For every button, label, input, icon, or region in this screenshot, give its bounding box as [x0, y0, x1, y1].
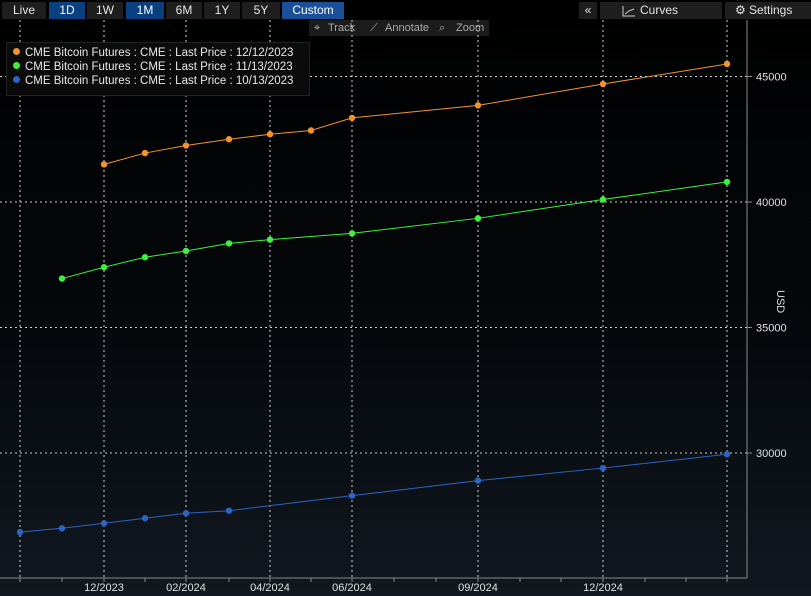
- legend-item-series-1[interactable]: CME Bitcoin Futures : CME : Last Price :…: [13, 47, 293, 59]
- x-tick-label: 04/2024: [250, 582, 290, 594]
- data-point: [599, 80, 607, 88]
- legend-marker: [13, 76, 20, 83]
- series-line-3: [19, 453, 728, 533]
- gear-icon: ⚙: [735, 3, 746, 17]
- data-point: [58, 525, 66, 532]
- zoom-button[interactable]: Zoom: [456, 22, 485, 34]
- range-5y-button[interactable]: 5Y: [242, 2, 280, 19]
- data-point: [723, 451, 731, 458]
- track-button[interactable]: Track: [328, 22, 356, 34]
- data-point: [474, 102, 482, 109]
- data-point: [266, 131, 274, 138]
- data-point: [348, 230, 356, 237]
- range-custom-button[interactable]: Custom: [282, 2, 344, 19]
- data-point: [474, 215, 482, 222]
- y-axis-label: USD: [774, 290, 786, 314]
- legend-marker: [13, 62, 20, 69]
- data-point: [16, 528, 24, 536]
- curves-icon: [622, 6, 635, 17]
- data-point: [723, 60, 731, 68]
- data-point: [266, 236, 274, 243]
- data-point: [100, 520, 108, 527]
- x-tick-label: 12/2024: [583, 582, 623, 594]
- data-point: [225, 240, 233, 247]
- y-tick-label: 30000: [756, 448, 787, 460]
- data-point: [141, 515, 149, 522]
- series-line-2: [61, 181, 728, 280]
- collapse-button[interactable]: «: [579, 2, 597, 19]
- legend-item-series-2[interactable]: CME Bitcoin Futures : CME : Last Price :…: [13, 61, 293, 73]
- data-point: [225, 507, 233, 514]
- range-1w-button[interactable]: 1W: [87, 2, 123, 19]
- data-point: [307, 127, 315, 134]
- y-tick-label: 40000: [756, 197, 787, 209]
- x-tick-label: 09/2024: [458, 582, 498, 594]
- toolbar: Live 1D 1W 1M 6M 1Y 5Y Custom « Curves ⚙…: [0, 0, 811, 20]
- x-tick-label: 12/2023: [84, 582, 124, 594]
- data-point: [58, 275, 66, 282]
- y-tick-label: 35000: [756, 323, 787, 335]
- data-point: [599, 464, 607, 472]
- data-point: [141, 149, 149, 157]
- chart-tools-bar: ⌖ Track ⟋ Annotate ⌕ Zoom: [309, 20, 489, 36]
- settings-button[interactable]: ⚙ Settings: [725, 2, 811, 19]
- data-point: [182, 247, 190, 255]
- zoom-icon: ⌕: [439, 22, 446, 34]
- track-icon: ⌖: [314, 22, 321, 34]
- range-live-button[interactable]: Live: [2, 2, 46, 19]
- legend-label: CME Bitcoin Futures : CME : Last Price :…: [25, 47, 294, 59]
- range-6m-button[interactable]: 6M: [166, 2, 202, 19]
- legend-label: CME Bitcoin Futures : CME : Last Price :…: [25, 75, 294, 87]
- annotate-icon: ⟋: [370, 22, 378, 34]
- data-point: [348, 114, 356, 122]
- range-1d-button[interactable]: 1D: [49, 2, 85, 19]
- data-point: [723, 178, 731, 186]
- legend-label: CME Bitcoin Futures : CME : Last Price :…: [25, 61, 293, 73]
- data-point: [141, 254, 149, 261]
- annotate-button[interactable]: Annotate: [385, 22, 430, 34]
- x-tick-label: 06/2024: [332, 582, 372, 594]
- settings-label: Settings: [749, 3, 793, 17]
- range-1m-button[interactable]: 1M: [126, 2, 164, 19]
- legend-marker: [13, 48, 20, 55]
- series-line-1: [103, 63, 728, 165]
- legend: CME Bitcoin Futures : CME : Last Price :…: [6, 42, 310, 96]
- data-point: [474, 477, 482, 484]
- curves-button[interactable]: Curves: [600, 2, 722, 19]
- data-point: [599, 196, 607, 203]
- x-tick-label: 02/2024: [166, 582, 206, 594]
- data-point: [100, 161, 108, 168]
- y-tick-label: 45000: [756, 72, 787, 84]
- curves-label: Curves: [640, 3, 679, 17]
- data-point: [182, 142, 190, 149]
- range-1y-button[interactable]: 1Y: [204, 2, 240, 19]
- legend-item-series-3[interactable]: CME Bitcoin Futures : CME : Last Price :…: [13, 75, 293, 87]
- data-point: [100, 264, 108, 271]
- data-point: [182, 510, 190, 517]
- data-point: [225, 136, 233, 143]
- data-point: [348, 492, 356, 499]
